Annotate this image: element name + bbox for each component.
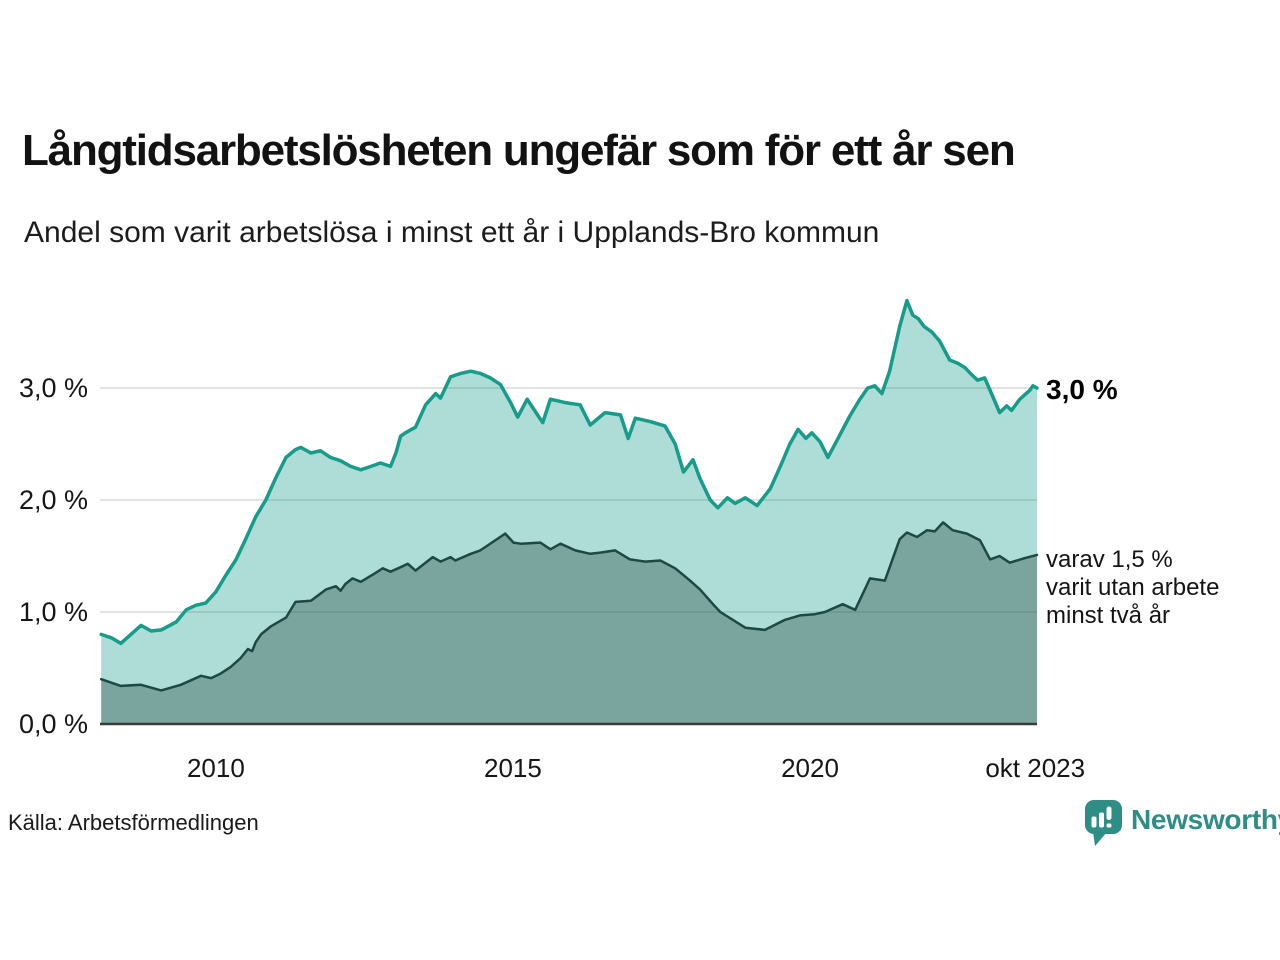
y-axis-tick: 2,0 %	[18, 485, 88, 515]
x-axis-tick: 2010	[186, 753, 245, 783]
y-axis-tick: 3,0 %	[18, 373, 88, 403]
annotation-line: varit utan arbete	[1046, 574, 1220, 601]
newsworthy-wordmark: Newsworthy	[1131, 804, 1280, 835]
newsworthy-chart-pin-icon	[1085, 800, 1122, 846]
x-axis-tick: 2020	[781, 753, 839, 783]
page-subtitle: Andel som varit arbetslösa i minst ett å…	[24, 216, 880, 249]
annotation-line: minst två år	[1046, 602, 1171, 629]
x-axis-tick: 2015	[484, 753, 542, 783]
y-axis-tick: 0,0 %	[18, 709, 88, 739]
annotation-line: varav 1,5 %	[1046, 546, 1173, 573]
page-title: Långtidsarbetslösheten ungefär som för e…	[22, 126, 1016, 175]
series2-end-annotation: varav 1,5 % varit utan arbete minst två …	[1046, 546, 1219, 630]
newsworthy-logo: Newsworthy	[1084, 799, 1280, 847]
series1-end-value-label: 3,0 %	[1046, 374, 1118, 405]
source-credit: Källa: Arbetsförmedlingen	[8, 810, 259, 835]
x-axis-tick: okt 2023	[985, 753, 1086, 783]
y-axis-tick: 1,0 %	[18, 597, 88, 627]
